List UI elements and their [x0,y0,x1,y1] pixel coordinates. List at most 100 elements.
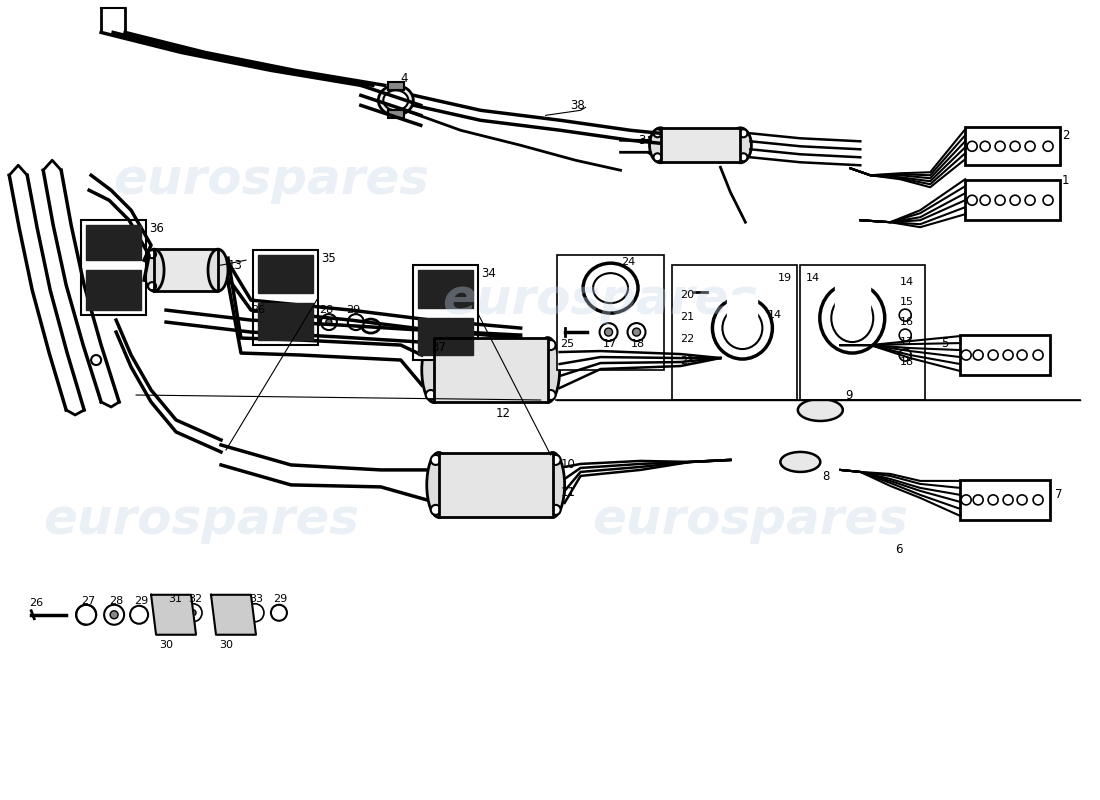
Bar [253,250,318,345]
Circle shape [1043,142,1053,151]
Circle shape [980,142,990,151]
Circle shape [551,505,561,515]
Text: 7: 7 [1055,488,1063,502]
Text: eurospares: eurospares [43,496,359,544]
Circle shape [961,350,971,360]
Text: 18: 18 [900,357,914,367]
Bar [960,335,1050,375]
Ellipse shape [780,452,821,472]
Text: 12: 12 [496,407,510,421]
Circle shape [277,267,293,283]
Text: 29: 29 [134,596,148,606]
Polygon shape [86,270,141,310]
Text: 33: 33 [249,594,263,604]
Circle shape [426,390,436,400]
Polygon shape [154,249,218,291]
Text: 2: 2 [1062,129,1069,142]
Ellipse shape [729,128,751,162]
Ellipse shape [540,453,564,518]
Polygon shape [151,594,196,634]
Text: 29: 29 [345,305,360,315]
Circle shape [967,142,977,151]
Ellipse shape [383,90,408,110]
Text: 19: 19 [778,273,792,283]
Bar [672,265,798,400]
Circle shape [348,314,364,330]
Ellipse shape [301,314,320,328]
Circle shape [899,349,911,361]
Circle shape [91,355,101,365]
Text: 26: 26 [30,598,43,608]
Text: 28: 28 [109,596,123,606]
Text: 30: 30 [219,640,233,650]
Text: 38: 38 [571,99,585,112]
Circle shape [426,340,436,350]
Ellipse shape [378,86,414,115]
Circle shape [546,340,556,350]
Circle shape [996,195,1005,206]
Polygon shape [418,270,473,308]
Circle shape [437,332,453,348]
Circle shape [653,130,661,138]
Circle shape [163,606,175,618]
Bar [965,127,1060,166]
Text: 17: 17 [900,337,914,347]
Circle shape [1033,495,1043,505]
Circle shape [437,282,453,298]
Circle shape [653,154,661,162]
Circle shape [551,455,561,465]
Circle shape [974,350,983,360]
Circle shape [184,604,202,622]
Circle shape [246,604,264,622]
Text: 10: 10 [561,458,575,471]
Circle shape [321,314,337,330]
Circle shape [104,605,124,625]
Circle shape [739,154,747,162]
Text: 25: 25 [561,339,574,349]
Text: 15: 15 [900,297,914,307]
Polygon shape [439,453,552,517]
Text: 6: 6 [895,543,903,556]
Ellipse shape [713,297,772,359]
Circle shape [1018,495,1027,505]
Text: eurospares: eurospares [593,496,909,544]
Circle shape [76,605,96,625]
Ellipse shape [144,249,164,291]
Text: 24: 24 [621,257,636,267]
Text: 34: 34 [481,266,496,280]
Polygon shape [258,303,312,340]
Ellipse shape [723,307,762,349]
Text: 14: 14 [900,277,914,287]
Ellipse shape [362,319,380,333]
Circle shape [431,505,441,515]
Text: 16: 16 [900,317,914,327]
Circle shape [277,317,293,333]
Text: 32: 32 [188,594,202,604]
Circle shape [546,390,556,400]
Text: 35: 35 [321,252,336,265]
Text: 3: 3 [638,134,646,146]
Polygon shape [418,318,473,355]
Text: 11: 11 [561,486,575,499]
Ellipse shape [832,294,873,342]
Circle shape [739,130,747,138]
Text: 13: 13 [228,258,243,272]
Circle shape [1043,195,1053,206]
Circle shape [227,606,239,618]
Circle shape [632,328,640,336]
Text: eurospares: eurospares [113,156,429,204]
Text: 18: 18 [630,339,645,349]
Circle shape [130,606,148,624]
Text: 30: 30 [160,640,173,650]
Text: 14: 14 [805,273,820,283]
Text: 4: 4 [400,72,408,85]
Circle shape [1010,142,1020,151]
Polygon shape [86,225,141,260]
Text: 21: 21 [681,312,694,322]
Circle shape [1025,142,1035,151]
Text: 28: 28 [319,305,333,315]
Circle shape [106,235,121,251]
Bar [557,255,664,370]
Bar [388,82,404,90]
Circle shape [1018,350,1027,360]
